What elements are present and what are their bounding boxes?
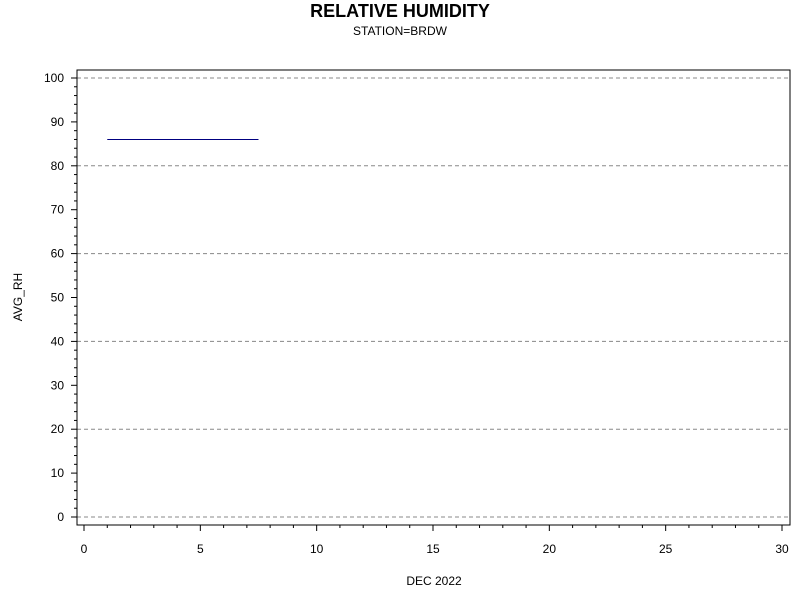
x-tick-label: 5 xyxy=(197,542,204,556)
x-tick-label: 10 xyxy=(310,542,324,556)
major-ticks xyxy=(71,77,783,531)
chart-title: RELATIVE HUMIDITY xyxy=(310,1,490,21)
x-tick-labels: 0 5 10 15 20 25 30 xyxy=(81,542,789,556)
y-tick-label: 90 xyxy=(51,115,65,129)
y-tick-label: 50 xyxy=(51,291,65,305)
y-tick-label: 60 xyxy=(51,247,65,261)
y-tick-label: 10 xyxy=(51,466,65,480)
x-tick-label: 15 xyxy=(426,542,440,556)
y-tick-labels: 0 10 20 30 40 50 60 70 80 90 100 xyxy=(44,71,64,524)
x-tick-label: 0 xyxy=(81,542,88,556)
chart-subtitle: STATION=BRDW xyxy=(353,24,448,38)
x-axis-label: DEC 2022 xyxy=(406,574,462,588)
y-tick-label: 30 xyxy=(51,378,65,392)
x-tick-label: 30 xyxy=(775,542,789,556)
x-tick-label: 20 xyxy=(543,542,557,556)
y-tick-label: 100 xyxy=(44,71,64,85)
y-tick-label: 0 xyxy=(57,510,64,524)
y-tick-label: 80 xyxy=(51,159,65,173)
x-tick-label: 25 xyxy=(659,542,673,556)
minor-ticks xyxy=(74,86,760,528)
y-tick-label: 40 xyxy=(51,334,65,348)
gridlines xyxy=(77,77,790,518)
y-tick-label: 70 xyxy=(51,203,65,217)
plot-frame xyxy=(76,69,791,526)
y-axis-label: AVG_RH xyxy=(11,273,25,321)
y-tick-label: 20 xyxy=(51,422,65,436)
